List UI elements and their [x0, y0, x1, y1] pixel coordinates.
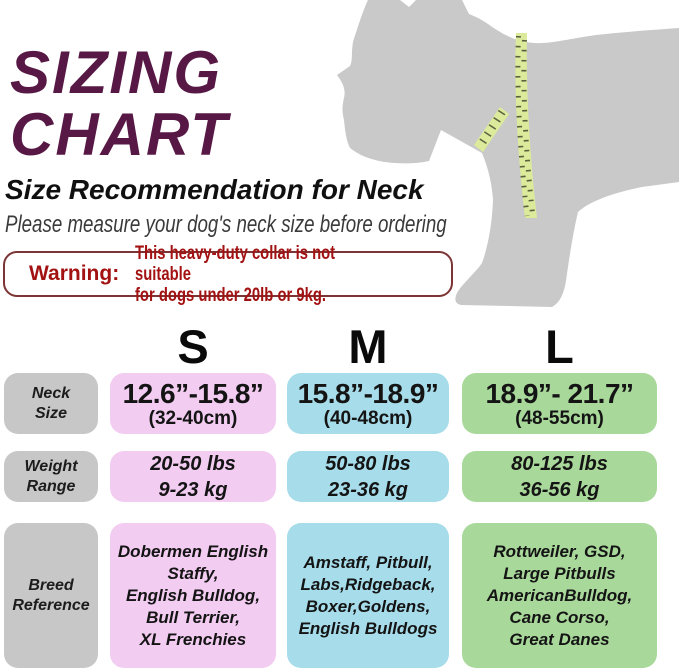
neck-size-l-inches: 18.9”- 21.7”: [485, 377, 634, 409]
dog-with-tape-image: [337, 0, 679, 307]
row-label-neck-size-text: Neck Size: [31, 384, 71, 422]
row-label-breed-reference-text: Breed Reference: [12, 576, 90, 614]
size-header-l: L: [545, 320, 574, 373]
row-label-weight-range-text: Weight Range: [24, 457, 78, 495]
page-title-line2: CHART: [10, 101, 229, 168]
breed-reference-cell-m: Amstaff, Pitbull, Labs,Ridgeback, Boxer,…: [287, 523, 449, 668]
weight-range-s-text: 20-50 lbs 9-23 kg: [150, 452, 236, 501]
neck-size-m-inches: 15.8”-18.9”: [297, 377, 439, 409]
neck-size-m-cm: (40-48cm): [323, 407, 413, 429]
size-header-m: M: [348, 320, 388, 373]
weight-range-cell-l: 80-125 lbs 36-56 kg: [462, 451, 657, 502]
neck-size-s-cm: (32-40cm): [148, 407, 238, 429]
page-title-line1: SIZING: [10, 39, 223, 106]
measure-note: Please measure your dog's neck size befo…: [5, 211, 447, 238]
warning-label: Warning:: [29, 262, 120, 285]
dog-silhouette: [337, 0, 679, 307]
warning-text: This heavy-duty collar is not suitable f…: [135, 242, 336, 306]
breed-reference-l-text: Rottweiler, GSD, Large Pitbulls American…: [486, 541, 633, 649]
neck-size-cell-s: 12.6”-15.8” (32-40cm): [110, 373, 276, 434]
neck-size-cell-m: 15.8”-18.9” (40-48cm): [287, 373, 449, 434]
warning-box: Warning: This heavy-duty collar is not s…: [3, 243, 453, 306]
page-subtitle: Size Recommendation for Neck: [5, 174, 424, 205]
neck-size-cell-l: 18.9”- 21.7” (48-55cm): [462, 373, 657, 434]
neck-size-l-cm: (48-55cm): [515, 407, 604, 429]
size-header-s: S: [177, 320, 209, 373]
neck-size-s-inches: 12.6”-15.8”: [122, 377, 264, 409]
breed-reference-s-text: Dobermen English Staffy, English Bulldog…: [117, 541, 269, 649]
weight-range-m-text: 50-80 lbs 23-36 kg: [325, 452, 411, 501]
page-title: SIZING CHART: [10, 42, 229, 166]
weight-range-cell-m: 50-80 lbs 23-36 kg: [287, 451, 449, 502]
weight-range-cell-s: 20-50 lbs 9-23 kg: [110, 451, 276, 502]
breed-reference-cell-s: Dobermen English Staffy, English Bulldog…: [110, 523, 276, 668]
weight-range-l-text: 80-125 lbs 36-56 kg: [511, 452, 608, 501]
breed-reference-m-text: Amstaff, Pitbull, Labs,Ridgeback, Boxer,…: [298, 552, 438, 638]
breed-reference-cell-l: Rottweiler, GSD, Large Pitbulls American…: [462, 523, 657, 668]
row-label-neck-size: Neck Size: [4, 373, 98, 434]
row-label-weight-range: Weight Range: [4, 451, 98, 502]
measuring-tape-icon: [474, 33, 537, 219]
row-label-breed-reference: Breed Reference: [4, 523, 98, 668]
